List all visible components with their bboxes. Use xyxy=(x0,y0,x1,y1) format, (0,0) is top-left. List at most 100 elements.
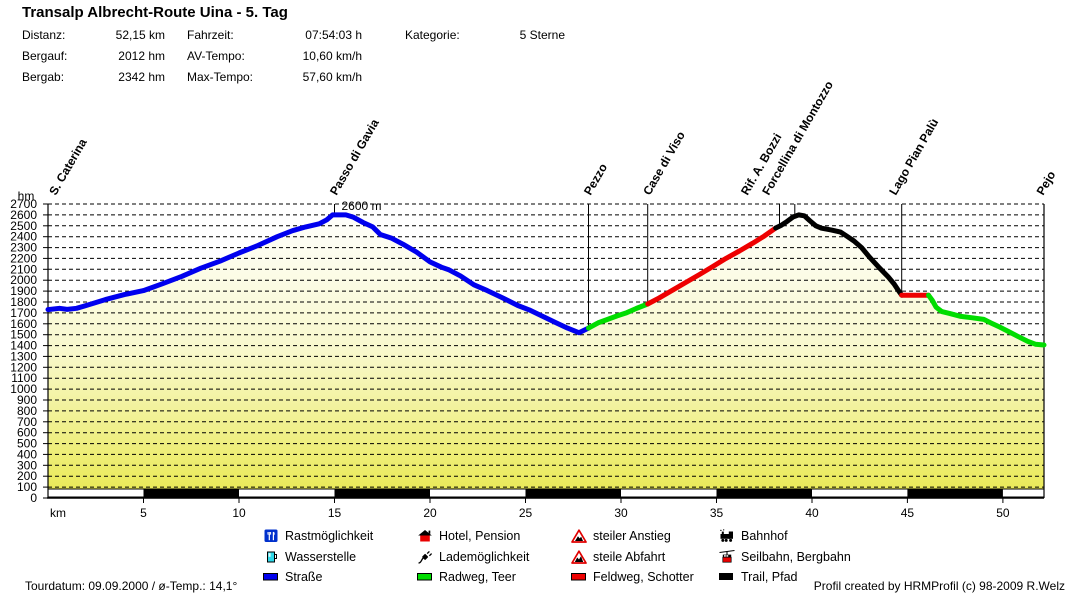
credit-line: Profil created by HRMProfil (c) 98-2009 … xyxy=(813,579,1065,593)
stat-row: Bergab: 2342 hm xyxy=(22,66,165,87)
stat-value: 52,15 km xyxy=(115,27,165,42)
y-tick-label: 1400 xyxy=(10,339,37,353)
y-tick-label: 1900 xyxy=(10,284,37,298)
y-tick-label: 800 xyxy=(17,404,37,418)
legend-label: Hotel, Pension xyxy=(439,529,521,544)
y-tick-label: 1700 xyxy=(10,306,37,320)
x-tick-label: 15 xyxy=(328,506,342,520)
hotel-icon xyxy=(418,530,432,542)
stat-label: Fahrzeit: xyxy=(187,27,234,42)
legend-item: Radweg, Teer xyxy=(417,567,529,588)
stat-label: Max-Tempo: xyxy=(187,69,254,84)
stat-value: 5 Sterne xyxy=(519,27,565,42)
peak-annotation: 2600 m xyxy=(342,199,382,213)
y-tick-label: 2500 xyxy=(10,219,37,233)
y-axis-unit: hm xyxy=(18,189,35,203)
km-strip-band xyxy=(525,489,621,497)
y-tick-label: 2300 xyxy=(10,241,37,255)
profile-segment xyxy=(926,292,1047,348)
waypoint-label: Pejo xyxy=(1034,169,1059,198)
water-point-icon xyxy=(267,551,277,563)
stat-value: 2342 hm xyxy=(118,69,165,84)
paved-bikeway-swatch-icon xyxy=(417,573,432,581)
x-tick-label: 5 xyxy=(140,506,147,520)
y-tick-label: 500 xyxy=(17,437,37,451)
x-axis-unit: km xyxy=(50,506,66,520)
y-tick-label: 1800 xyxy=(10,295,37,309)
profile-segment xyxy=(773,212,905,298)
km-strip-band xyxy=(716,489,812,497)
x-tick-label: 10 xyxy=(232,506,246,520)
tour-date-temp: Tourdatum: 09.09.2000 / ø-Temp.: 14,1° xyxy=(25,579,238,593)
stat-value: 57,60 km/h xyxy=(302,69,362,84)
legend-column-1: Rastmöglichkeit Wasserstelle Straße xyxy=(263,526,373,588)
steep-ascent-icon xyxy=(571,529,587,544)
y-tick-label: 300 xyxy=(17,458,37,472)
stats-column-category: Kategorie: 5 Sterne xyxy=(405,24,565,45)
legend-label: Wasserstelle xyxy=(285,549,357,564)
legend-label: Trail, Pfad xyxy=(741,570,798,585)
stat-row: Distanz: 52,15 km xyxy=(22,24,165,45)
legend-column-4: Bahnhof Seilbahn, Bergbahn Trail, Pfad xyxy=(719,526,851,588)
waypoint-label: S. Caterina xyxy=(46,136,90,198)
stat-label: Kategorie: xyxy=(405,27,460,42)
legend-column-2: Hotel, Pension Lademöglichkeit Radweg, T… xyxy=(417,526,529,588)
waypoint-label: Pezzo xyxy=(581,161,610,197)
stat-row: Fahrzeit: 07:54:03 h xyxy=(187,24,362,45)
legend-label: steiler Anstieg xyxy=(593,529,671,544)
stat-label: Bergauf: xyxy=(22,48,68,63)
y-tick-label: 2700 xyxy=(10,197,37,211)
cablecar-icon xyxy=(719,549,735,563)
legend-item: steile Abfahrt xyxy=(571,547,694,568)
y-tick-label: 900 xyxy=(17,393,37,407)
profile-segment xyxy=(645,225,779,307)
legend-item: Straße xyxy=(263,567,373,588)
stat-value: 2012 hm xyxy=(118,48,165,63)
stat-row: Max-Tempo: 57,60 km/h xyxy=(187,66,362,87)
y-tick-label: 400 xyxy=(17,447,37,461)
legend-column-3: steiler Anstieg steile Abfahrt Feldweg, … xyxy=(571,526,694,588)
stat-row: Kategorie: 5 Sterne xyxy=(405,24,565,45)
y-tick-label: 2100 xyxy=(10,262,37,276)
y-tick-label: 1100 xyxy=(11,371,37,385)
legend-label: Straße xyxy=(285,570,323,585)
x-tick-label: 25 xyxy=(519,506,533,520)
legend-item: Feldweg, Schotter xyxy=(571,567,694,588)
x-tick-label: 50 xyxy=(996,506,1010,520)
legend-item: Trail, Pfad xyxy=(719,567,851,588)
x-tick-label: 30 xyxy=(614,506,628,520)
train-station-icon xyxy=(720,529,733,543)
x-tick-label: 40 xyxy=(805,506,819,520)
page-title: Transalp Albrecht-Route Uina - 5. Tag xyxy=(22,4,288,21)
waypoint-label: Case di Viso xyxy=(640,129,688,198)
y-tick-label: 1500 xyxy=(10,328,37,342)
charging-icon xyxy=(418,550,433,564)
legend-label: Rastmöglichkeit xyxy=(285,529,374,544)
legend-item: Hotel, Pension xyxy=(417,526,529,547)
stat-value: 10,60 km/h xyxy=(302,48,362,63)
legend-label: steile Abfahrt xyxy=(593,549,666,564)
y-tick-label: 2000 xyxy=(10,273,37,287)
legend-label: Bahnhof xyxy=(741,529,788,544)
legend-label: Seilbahn, Bergbahn xyxy=(741,549,851,564)
rest-area-icon xyxy=(264,529,278,543)
y-tick-label: 200 xyxy=(17,469,37,483)
legend-item: Wasserstelle xyxy=(263,547,373,568)
y-tick-label: 1200 xyxy=(10,360,37,374)
legend-label: Radweg, Teer xyxy=(439,570,516,585)
profile-segment xyxy=(45,212,591,336)
legend-item: Bahnhof xyxy=(719,526,851,547)
x-tick-label: 20 xyxy=(423,506,437,520)
waypoint-label: Passo di Gavia xyxy=(327,116,382,197)
legend-item: Rastmöglichkeit xyxy=(263,526,373,547)
stats-column-time: Fahrzeit: 07:54:03 h AV-Tempo: 10,60 km/h … xyxy=(187,24,362,87)
y-tick-label: 1600 xyxy=(10,317,37,331)
legend-label: Lademöglichkeit xyxy=(439,549,530,564)
trail-swatch-icon xyxy=(719,573,733,581)
y-tick-label: 2400 xyxy=(10,230,37,244)
stat-label: AV-Tempo: xyxy=(187,48,245,63)
y-tick-label: 700 xyxy=(17,415,37,429)
stat-label: Distanz: xyxy=(22,27,66,42)
